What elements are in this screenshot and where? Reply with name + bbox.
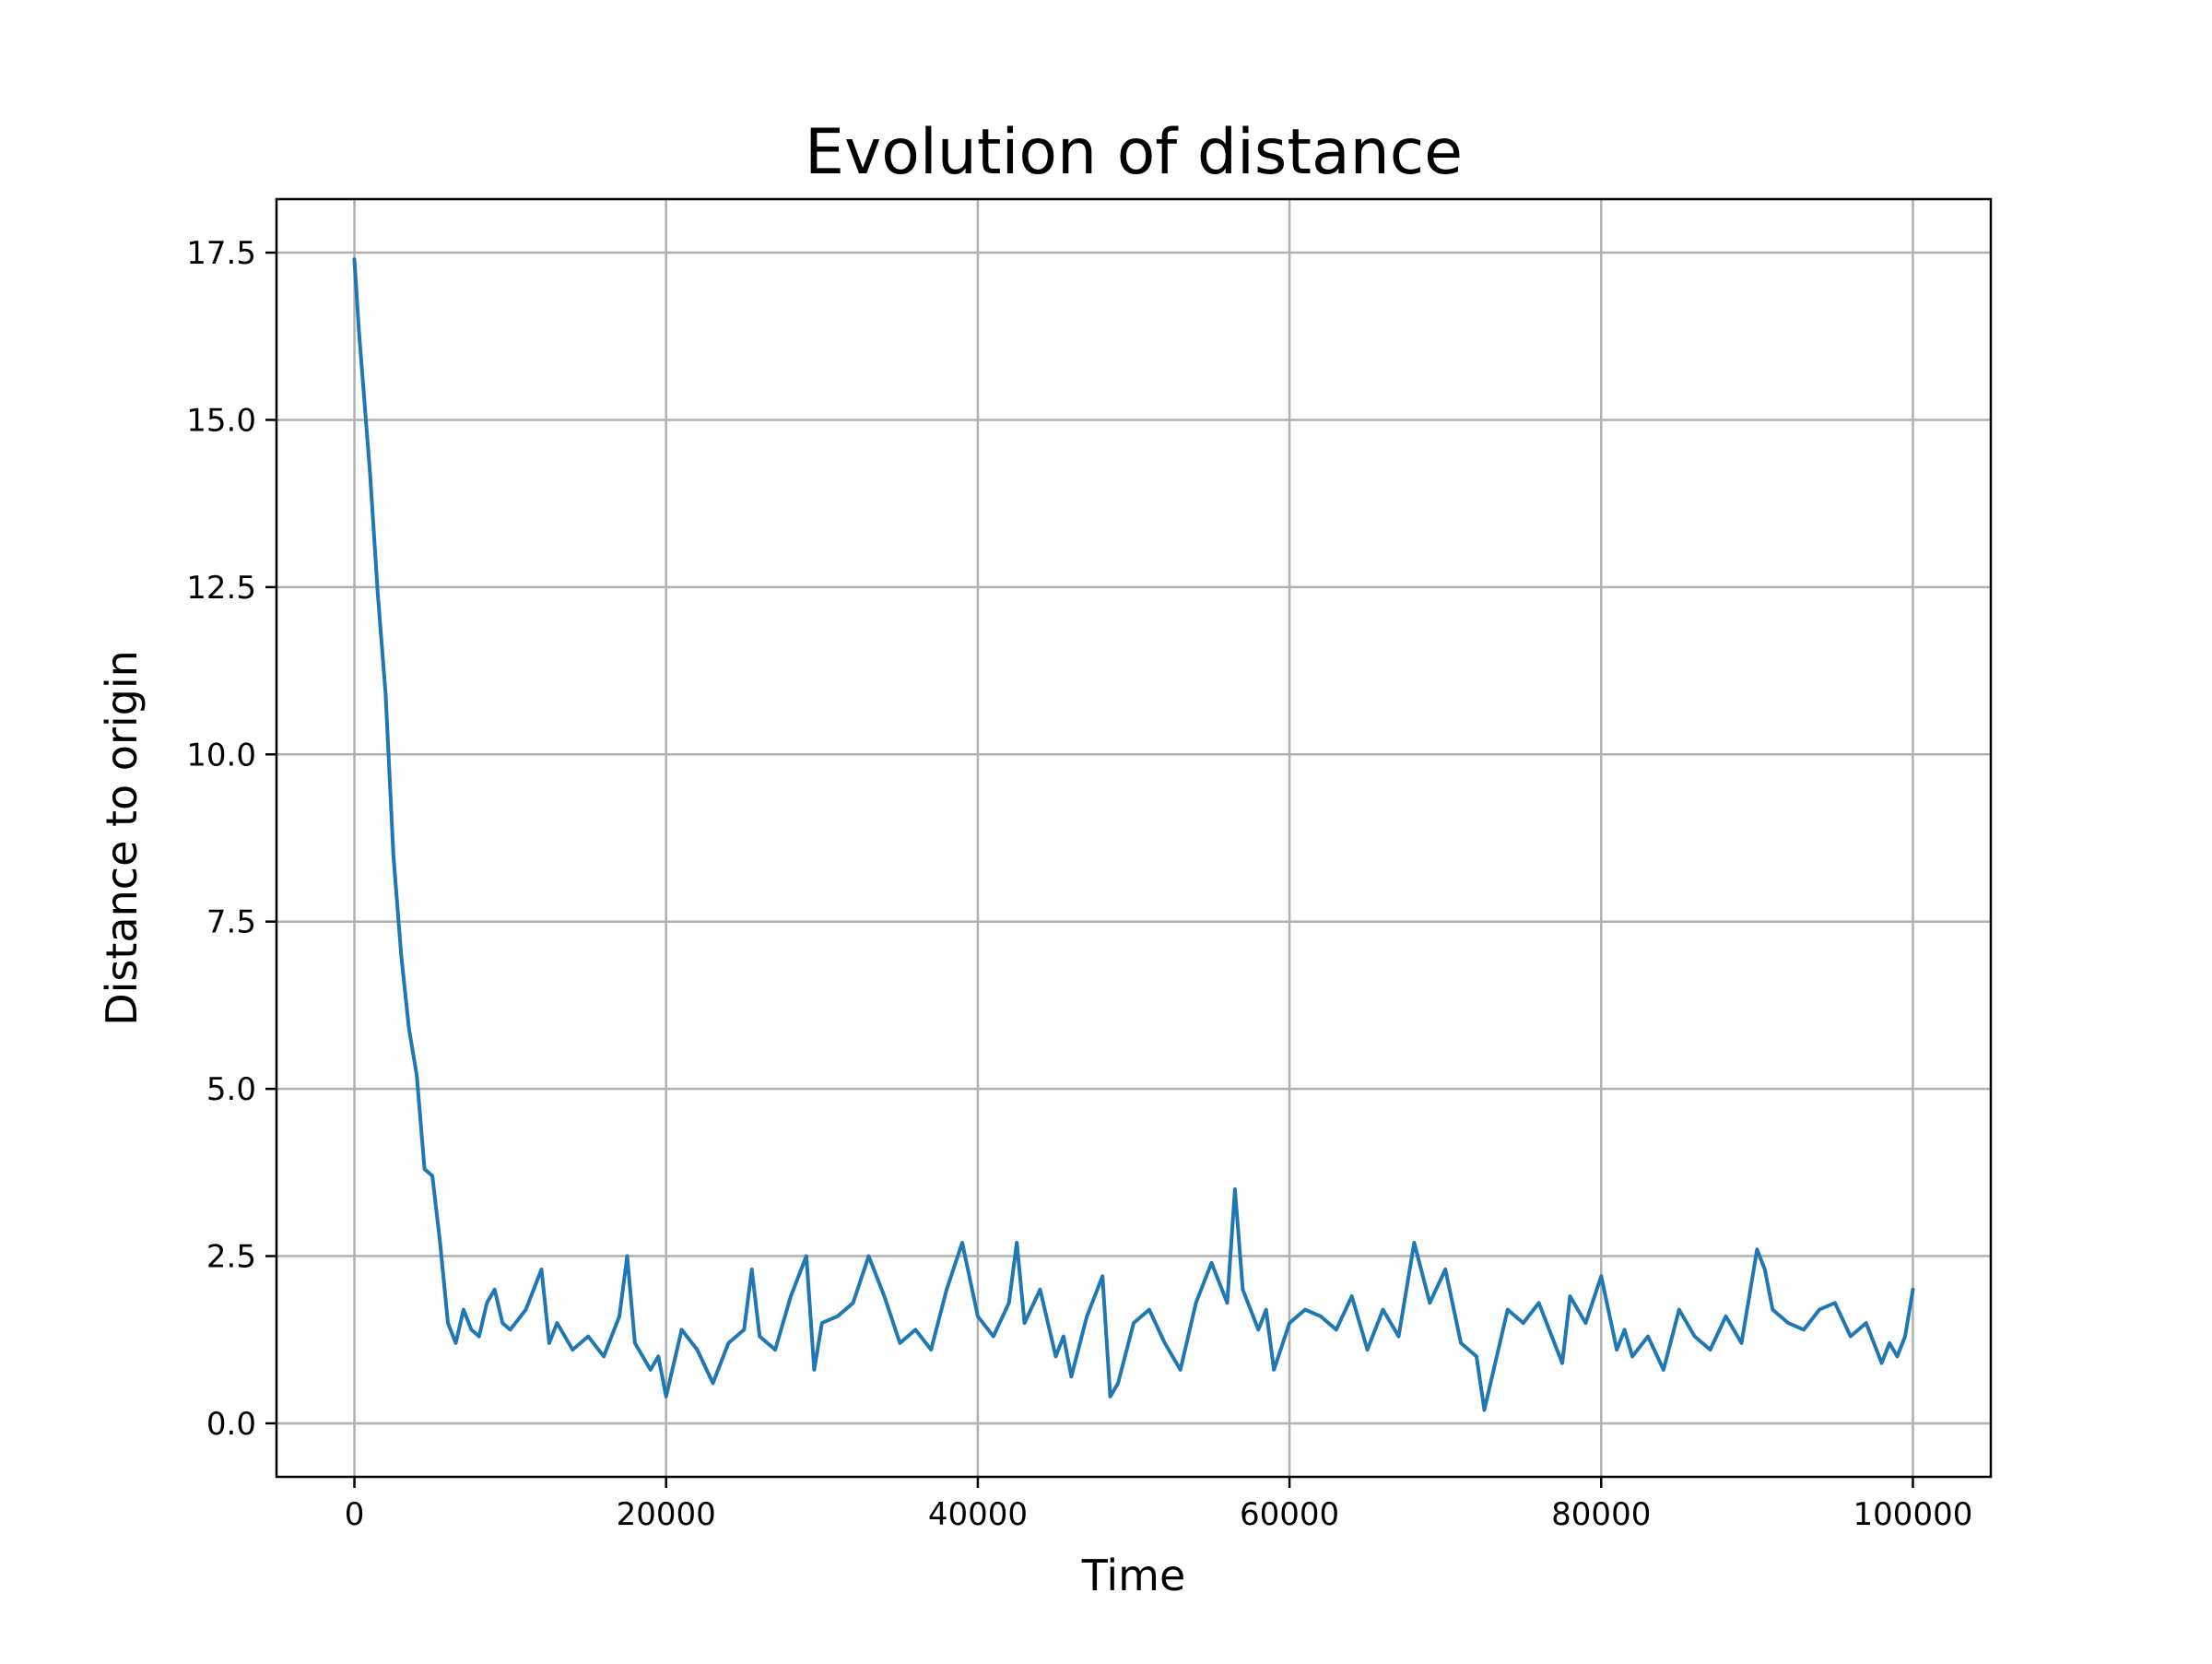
y-tick-label: 5.0 (206, 1071, 256, 1108)
y-axis-title: Distance to origin (97, 650, 147, 1026)
x-axis-ticks: 0 20000 40000 60000 80000 100000 (345, 1477, 1973, 1533)
x-tick-label: 100000 (1853, 1496, 1973, 1533)
y-tick-label: 12.5 (186, 570, 256, 607)
y-axis-ticks: 0.0 2.5 5.0 7.5 10.0 12.5 15.0 17.5 (186, 235, 276, 1443)
x-tick-label: 40000 (928, 1496, 1028, 1533)
x-tick-label: 60000 (1240, 1496, 1339, 1533)
x-tick-label: 80000 (1551, 1496, 1651, 1533)
y-tick-label: 7.5 (206, 904, 256, 941)
plot-frame (275, 197, 1993, 1479)
x-axis-title: Time (1081, 1551, 1186, 1600)
grid-lines (276, 199, 1991, 1477)
y-tick-label: 2.5 (206, 1239, 256, 1276)
y-tick-label: 15.0 (186, 402, 256, 439)
series-line (352, 257, 1915, 1412)
x-tick-label: 0 (345, 1496, 365, 1533)
series-layer (352, 257, 1915, 1412)
y-tick-label: 17.5 (186, 235, 256, 272)
y-tick-label: 10.0 (186, 737, 256, 773)
y-tick-label: 0.0 (206, 1406, 256, 1443)
x-tick-label: 20000 (617, 1496, 716, 1533)
chart-title: Evolution of distance (805, 116, 1463, 189)
